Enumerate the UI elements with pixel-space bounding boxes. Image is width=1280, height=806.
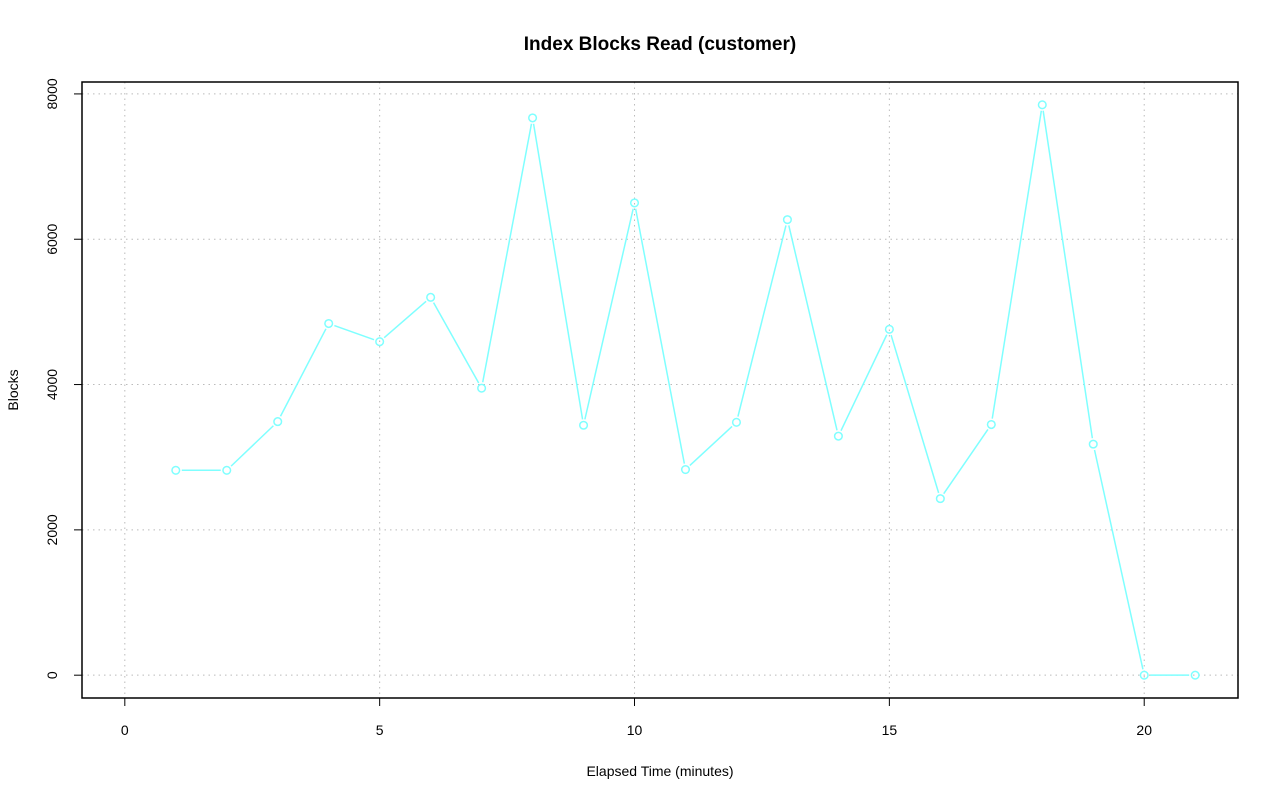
grid: [82, 82, 1238, 698]
y-tick-label: 8000: [44, 78, 60, 109]
series-segment: [230, 425, 274, 467]
y-tick-label: 2000: [44, 514, 60, 545]
data-point: [986, 419, 996, 430]
y-tick-label: 0: [44, 671, 60, 679]
data-point: [1139, 670, 1149, 680]
series-segment: [432, 302, 480, 384]
series-segment: [1042, 110, 1094, 439]
series-segment: [481, 123, 533, 383]
series-segment: [1093, 449, 1144, 670]
x-tick-label: 0: [121, 722, 129, 738]
series-segment: [890, 334, 940, 494]
y-axis-label: Blocks: [5, 369, 21, 410]
series-segment: [584, 208, 634, 420]
x-axis-label: Elapsed Time (minutes): [586, 763, 733, 779]
x-tick-label: 5: [376, 722, 384, 738]
data-point: [273, 417, 283, 427]
series-line: [171, 100, 1200, 680]
series-segment: [991, 110, 1043, 419]
chart-title: Index Blocks Read (customer): [524, 34, 796, 55]
data-point: [528, 113, 538, 123]
data-point: [884, 324, 894, 334]
data-point: [171, 465, 181, 475]
data-point: [578, 420, 589, 430]
data-point: [782, 215, 792, 225]
data-point: [477, 383, 487, 393]
data-point: [833, 431, 843, 441]
series-segment: [383, 300, 427, 339]
data-point: [935, 494, 945, 504]
series-segment: [634, 208, 686, 464]
series-segment: [840, 334, 888, 432]
x-tick-label: 20: [1136, 722, 1152, 738]
series-segment: [532, 123, 584, 420]
series-segment: [279, 328, 327, 417]
axes: 0 5 10 15 20 0 2000 4000 6000 8000: [44, 78, 1152, 738]
plot-frame: [81, 81, 1239, 699]
series-segment: [334, 324, 375, 341]
data-point: [222, 465, 232, 475]
series-segment: [788, 225, 838, 431]
series-segment: [737, 225, 787, 417]
data-point: [1190, 670, 1200, 680]
y-tick-label: 6000: [44, 223, 60, 254]
data-point: [680, 465, 691, 475]
data-point: [375, 337, 385, 347]
series-segment: [943, 429, 989, 495]
data-point: [629, 198, 640, 208]
x-tick-label: 10: [627, 722, 643, 738]
data-point: [1088, 439, 1098, 449]
data-point: [426, 292, 436, 302]
data-point: [1037, 100, 1047, 110]
data-point: [324, 318, 334, 329]
data-point: [731, 417, 742, 427]
series-segment: [689, 425, 733, 467]
x-tick-label: 15: [882, 722, 898, 738]
y-tick-label: 4000: [44, 369, 60, 400]
